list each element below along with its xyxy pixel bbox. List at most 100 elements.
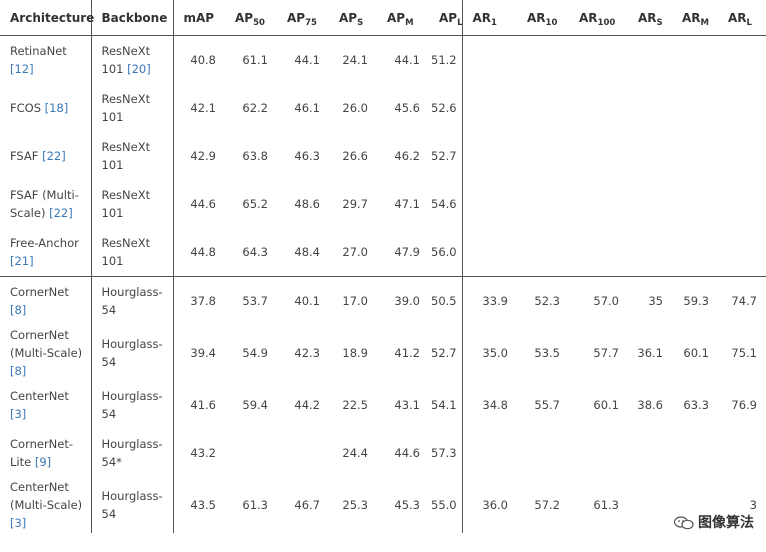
cell-ar1: 33.9 (462, 276, 517, 325)
cell-apl: 52.7 (429, 325, 463, 381)
cell-map: 43.5 (190, 498, 216, 512)
cell-aps: 26.0 (342, 101, 368, 115)
cell-ar10 (517, 132, 569, 180)
cell-ar10: 55.7 (534, 398, 560, 412)
cell-ar1 (462, 36, 517, 85)
cell-arl: 76.9 (731, 398, 757, 412)
header-ar10: AR10 (517, 0, 569, 36)
cell-ap75: 48.4 (294, 245, 320, 259)
citation-link[interactable]: [3] (10, 516, 27, 530)
cell-ap50: 63.8 (242, 149, 268, 163)
citation-link[interactable]: [9] (34, 455, 52, 469)
watermark: 图像算法 (670, 510, 758, 534)
citation-link[interactable]: [8] (10, 364, 27, 378)
backbone-name: Hourglass-54* (101, 437, 163, 469)
cell-ar10 (517, 228, 569, 277)
cell-ap50 (225, 429, 277, 477)
cell-map: 40.8 (190, 53, 216, 67)
citation-link[interactable]: [21] (10, 254, 34, 268)
cell-ar100: 57.0 (569, 276, 628, 325)
cell-ar1 (462, 132, 517, 180)
cell-map: 42.9 (190, 149, 216, 163)
cell-architecture: FCOS [18] (0, 84, 92, 132)
cell-architecture: CenterNet [3] (0, 381, 92, 429)
architecture-name: FCOS (10, 101, 41, 115)
watermark-text: 图像算法 (698, 515, 754, 531)
cell-architecture: CenterNet (Multi-Scale) [3] (0, 477, 92, 533)
citation-link[interactable]: [20] (127, 62, 151, 76)
cell-ar100 (569, 228, 628, 277)
citation-link[interactable]: [22] (49, 206, 73, 220)
header-row: Architecture Backbone mAP AP50 AP75 APS … (0, 0, 766, 36)
cell-apm: 41.2 (394, 346, 420, 360)
cell-aps: 29.7 (342, 197, 368, 211)
cell-ar100: 61.3 (593, 498, 619, 512)
cell-architecture: FSAF (Multi-Scale) [22] (0, 180, 92, 228)
cell-ap50: 54.9 (242, 346, 268, 360)
cell-apl: 52.6 (429, 84, 463, 132)
cell-architecture: FSAF [22] (0, 132, 92, 180)
cell-arm (672, 84, 718, 132)
cell-ar10 (517, 36, 569, 85)
cell-backbone: ResNeXt 101 (91, 228, 174, 277)
architecture-name: RetinaNet (10, 44, 67, 58)
cell-apl: 52.7 (429, 132, 463, 180)
header-ars: ARS (628, 0, 672, 36)
table-row: RetinaNet [12] ResNeXt 101 [20] 40.8 61.1 44… (0, 35, 766, 85)
cell-apm: 46.2 (394, 149, 420, 163)
cell-apl: 55.0 (429, 477, 463, 533)
cell-arm (672, 228, 718, 277)
cell-ar100 (569, 132, 628, 180)
cell-map: 37.8 (173, 276, 225, 325)
cell-aps: 18.9 (342, 346, 368, 360)
backbone-name: ResNeXt 101 (101, 92, 151, 124)
table-row: CenterNet [3] Hourglass-54 41.6 59.4 44.2 22.… (0, 381, 766, 429)
header-ar100: AR100 (569, 0, 628, 36)
cell-arl (718, 228, 766, 277)
cell-ap75 (277, 429, 329, 477)
cell-ap50: 53.7 (225, 276, 277, 325)
cell-apl: 50.5 (429, 276, 463, 325)
header-ap75: AP75 (277, 0, 329, 36)
citation-link[interactable]: [3] (10, 407, 27, 421)
table-row: CornerNet-Lite [9] Hourglass-54* 43.2 24.4 4… (0, 429, 766, 477)
cell-apm: 39.0 (377, 276, 429, 325)
cell-ap75: 44.2 (294, 398, 320, 412)
cell-ars: 38.6 (637, 398, 663, 412)
cell-ar1 (462, 180, 517, 228)
cell-ar100 (569, 180, 628, 228)
cell-ar1 (462, 429, 517, 477)
cell-arl (718, 180, 766, 228)
backbone-name: Hourglass-54 (101, 389, 163, 421)
wechat-icon (673, 515, 694, 530)
table-row: FSAF [22] ResNeXt 101 42.9 63.8 46.3 26.6 46.2… (0, 132, 766, 180)
header-apl: APL (429, 0, 463, 36)
cell-architecture: RetinaNet [12] (0, 35, 92, 84)
cell-arm (672, 429, 718, 477)
cell-ar10 (517, 429, 569, 477)
cell-map: 39.4 (190, 346, 216, 360)
citation-link[interactable]: [22] (42, 149, 66, 163)
backbone-name: ResNeXt 101 (101, 140, 151, 172)
cell-apm: 44.1 (394, 53, 420, 67)
citation-link[interactable]: [12] (10, 62, 34, 76)
cell-ar10: 57.2 (534, 498, 560, 512)
cell-arm (672, 36, 718, 85)
cell-ap50: 62.2 (242, 101, 268, 115)
cell-arl (718, 429, 766, 477)
cell-ar1: 36.0 (482, 498, 508, 512)
cell-aps: 26.6 (342, 149, 368, 163)
cell-apm: 44.6 (394, 446, 420, 460)
cell-ap75: 46.3 (294, 149, 320, 163)
cell-apl: 54.1 (429, 381, 463, 429)
cell-ar100 (569, 84, 628, 132)
cell-ar1 (462, 84, 517, 132)
cell-backbone: ResNeXt 101 [20] (91, 35, 174, 84)
cell-apm: 45.3 (394, 498, 420, 512)
cell-apl: 57.3 (429, 429, 463, 477)
table-row: FCOS [18] ResNeXt 101 42.1 62.2 46.1 26.0 45.6… (0, 84, 766, 132)
citation-link[interactable]: [18] (44, 101, 69, 115)
cell-backbone: Hourglass-54* (91, 429, 174, 477)
cell-backbone: Hourglass-54 (91, 477, 174, 533)
citation-link[interactable]: [8] (10, 303, 27, 317)
